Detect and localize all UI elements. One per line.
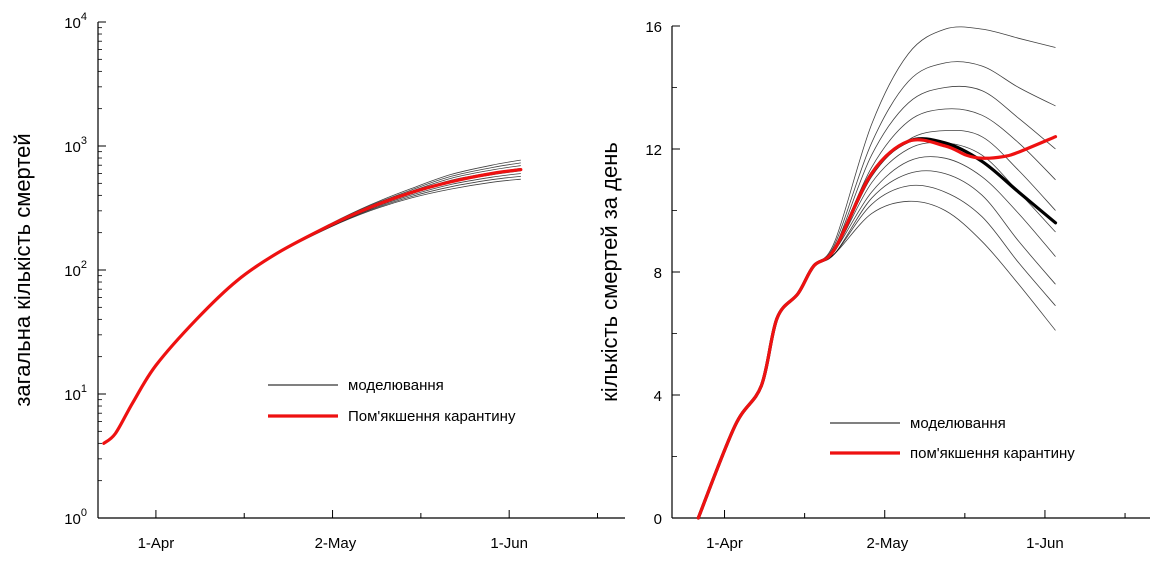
simulation-line (103, 165, 521, 444)
simulation-line (103, 159, 521, 444)
y-tick-base: 10 (64, 511, 81, 528)
y-tick-exponent: 4 (81, 11, 87, 23)
x-tick-label: 1-Apr (706, 535, 743, 552)
simulation-line (697, 156, 1056, 519)
simulation-line (103, 173, 521, 444)
quarantine-relaxation-line (102, 168, 523, 445)
simulation-line (103, 170, 521, 444)
x-tick-label: 1-Apr (138, 535, 175, 552)
x-tick-label: 1-Jun (1026, 535, 1064, 552)
simulation-line (697, 200, 1056, 519)
simulation-line (697, 184, 1056, 519)
legend-label: пом'якшення карантину (910, 445, 1075, 462)
simulation-line (103, 178, 521, 444)
legend-label: моделювання (910, 415, 1006, 432)
y-tick-base: 10 (64, 15, 81, 32)
y-tick-label: 104 (64, 11, 87, 32)
y-tick-exponent: 0 (81, 507, 87, 519)
y-tick-exponent: 3 (81, 135, 87, 147)
y-tick-label: 16 (645, 19, 662, 36)
x-tick-label: 1-Jun (490, 535, 528, 552)
y-tick-base: 10 (64, 139, 81, 156)
y-tick-exponent: 2 (81, 259, 87, 271)
y-tick-label: 12 (645, 142, 662, 159)
y-axis-title: кількість смертей за день (597, 142, 622, 402)
x-tick-label: 2-May (315, 535, 357, 552)
quarantine-relaxation-line (696, 135, 1058, 520)
simulation-line (697, 170, 1056, 519)
y-tick-base: 10 (64, 387, 81, 404)
y-tick-label: 103 (64, 135, 87, 156)
chart-daily-deaths: 1-Apr 2-May 1-Jun 0 4 8 12 16 кількість смертей … (597, 19, 1150, 552)
y-tick-label: 101 (64, 383, 87, 404)
y-tick-exponent: 1 (81, 383, 87, 395)
legend-label: моделювання (348, 377, 444, 394)
y-axis-title: загальна кількість смертей (10, 133, 35, 406)
simulation-line (103, 162, 521, 444)
y-tick-label: 4 (654, 388, 662, 405)
legend-label: Пом'якшення карантину (348, 408, 516, 425)
legend: моделювання пом'якшення карантину (830, 415, 1075, 462)
simulation-line (103, 168, 521, 444)
y-tick-label: 8 (654, 265, 662, 282)
y-tick-label: 100 (64, 507, 87, 528)
y-tick-label: 102 (64, 259, 87, 280)
x-tick-label: 2-May (867, 535, 909, 552)
simulation-line (103, 175, 521, 444)
y-tick-base: 10 (64, 263, 81, 280)
y-tick-label: 0 (654, 511, 662, 528)
legend: моделювання Пом'якшення карантину (268, 377, 516, 425)
